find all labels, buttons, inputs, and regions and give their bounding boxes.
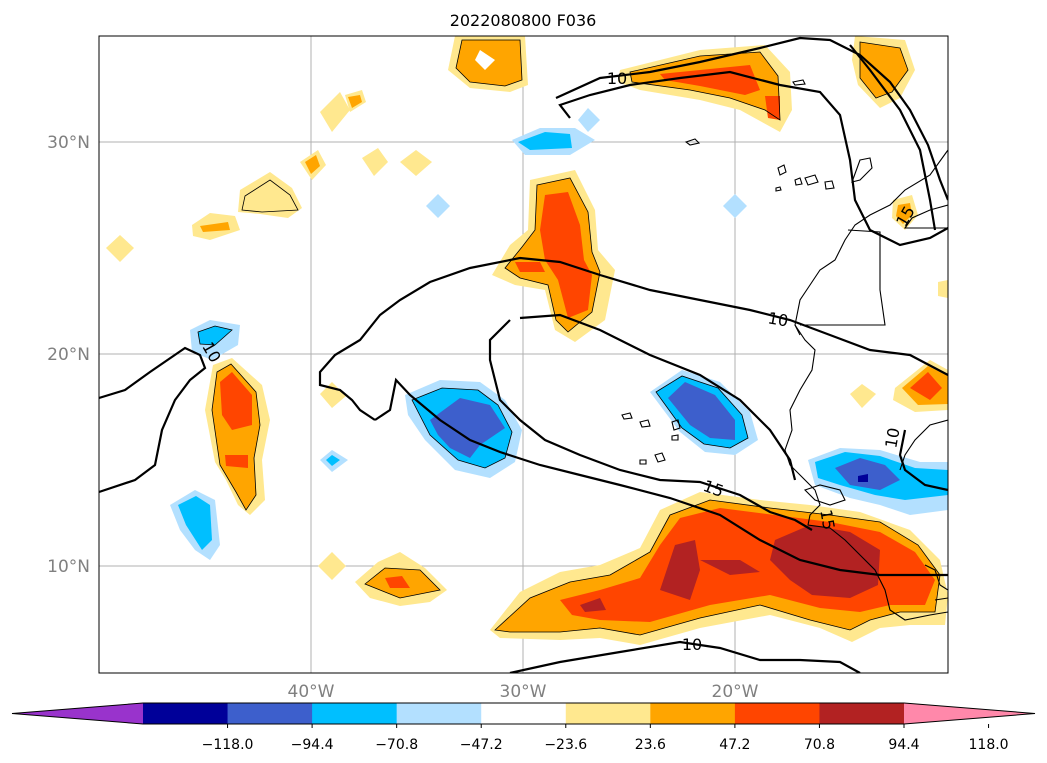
colorbar-swatch: [481, 703, 567, 724]
longitude-labels: 40°W 30°W 20°W: [288, 682, 759, 702]
coastlines: [621, 79, 948, 621]
contour-labels: 10 10 15 10 10 15 10 15: [198, 69, 919, 654]
colorbar-tick-label: 118.0: [969, 737, 1009, 753]
colorbar-swatch: [819, 703, 905, 724]
colorbar-swatch: [396, 703, 482, 724]
colorbar: −118.0 −94.4 −70.8 −47.2 −23.6 23.6 47.2 70.8 94…: [11, 702, 1036, 753]
bold-contours: [99, 36, 948, 673]
negative-anomaly-fields: [170, 108, 948, 560]
map-frame: [98, 35, 949, 674]
colorbar-swatch: [227, 703, 313, 724]
contour-label: 10: [766, 308, 789, 330]
colorbar-tick-label: −118.0: [202, 737, 254, 753]
lat-label: 20°N: [47, 345, 90, 365]
lat-label: 30°N: [47, 133, 90, 153]
colorbar-swatch: [143, 703, 229, 724]
latitude-labels: 30°N 20°N 10°N: [47, 133, 90, 577]
colorbar-swatch: [734, 703, 820, 724]
lon-label: 20°W: [712, 682, 759, 702]
colorbar-swatch: [312, 703, 398, 724]
colorbar-swatch: [565, 703, 651, 724]
colorbar-tick-label: −70.8: [375, 737, 418, 753]
colorbar-tick-label: 94.4: [888, 737, 919, 753]
lon-label: 30°W: [500, 682, 547, 702]
map-plot-area: 10 10 15 10 10 15 10 15: [99, 36, 948, 673]
colorbar-extend-max: [904, 703, 1035, 724]
contour-label: 10: [881, 426, 903, 449]
contour-label: 10: [607, 69, 627, 88]
colorbar-tick-label: 70.8: [804, 737, 835, 753]
colorbar-tick-label: 23.6: [635, 737, 666, 753]
figure-title: 2022080800 F036: [450, 11, 597, 30]
colorbar-tick-label: −94.4: [291, 737, 334, 753]
colorbar-tick-label: 47.2: [719, 737, 750, 753]
colorbar-tick-label: −47.2: [460, 737, 503, 753]
contour-label: 15: [816, 508, 838, 531]
lon-label: 40°W: [288, 682, 335, 702]
colorbar-extend-min: [12, 703, 143, 724]
colorbar-tick-label: −23.6: [544, 737, 587, 753]
colorbar-swatch: [650, 703, 736, 724]
colorbar-outline: [11, 702, 1036, 725]
contour-label: 10: [682, 635, 702, 654]
lat-label: 10°N: [47, 557, 90, 577]
